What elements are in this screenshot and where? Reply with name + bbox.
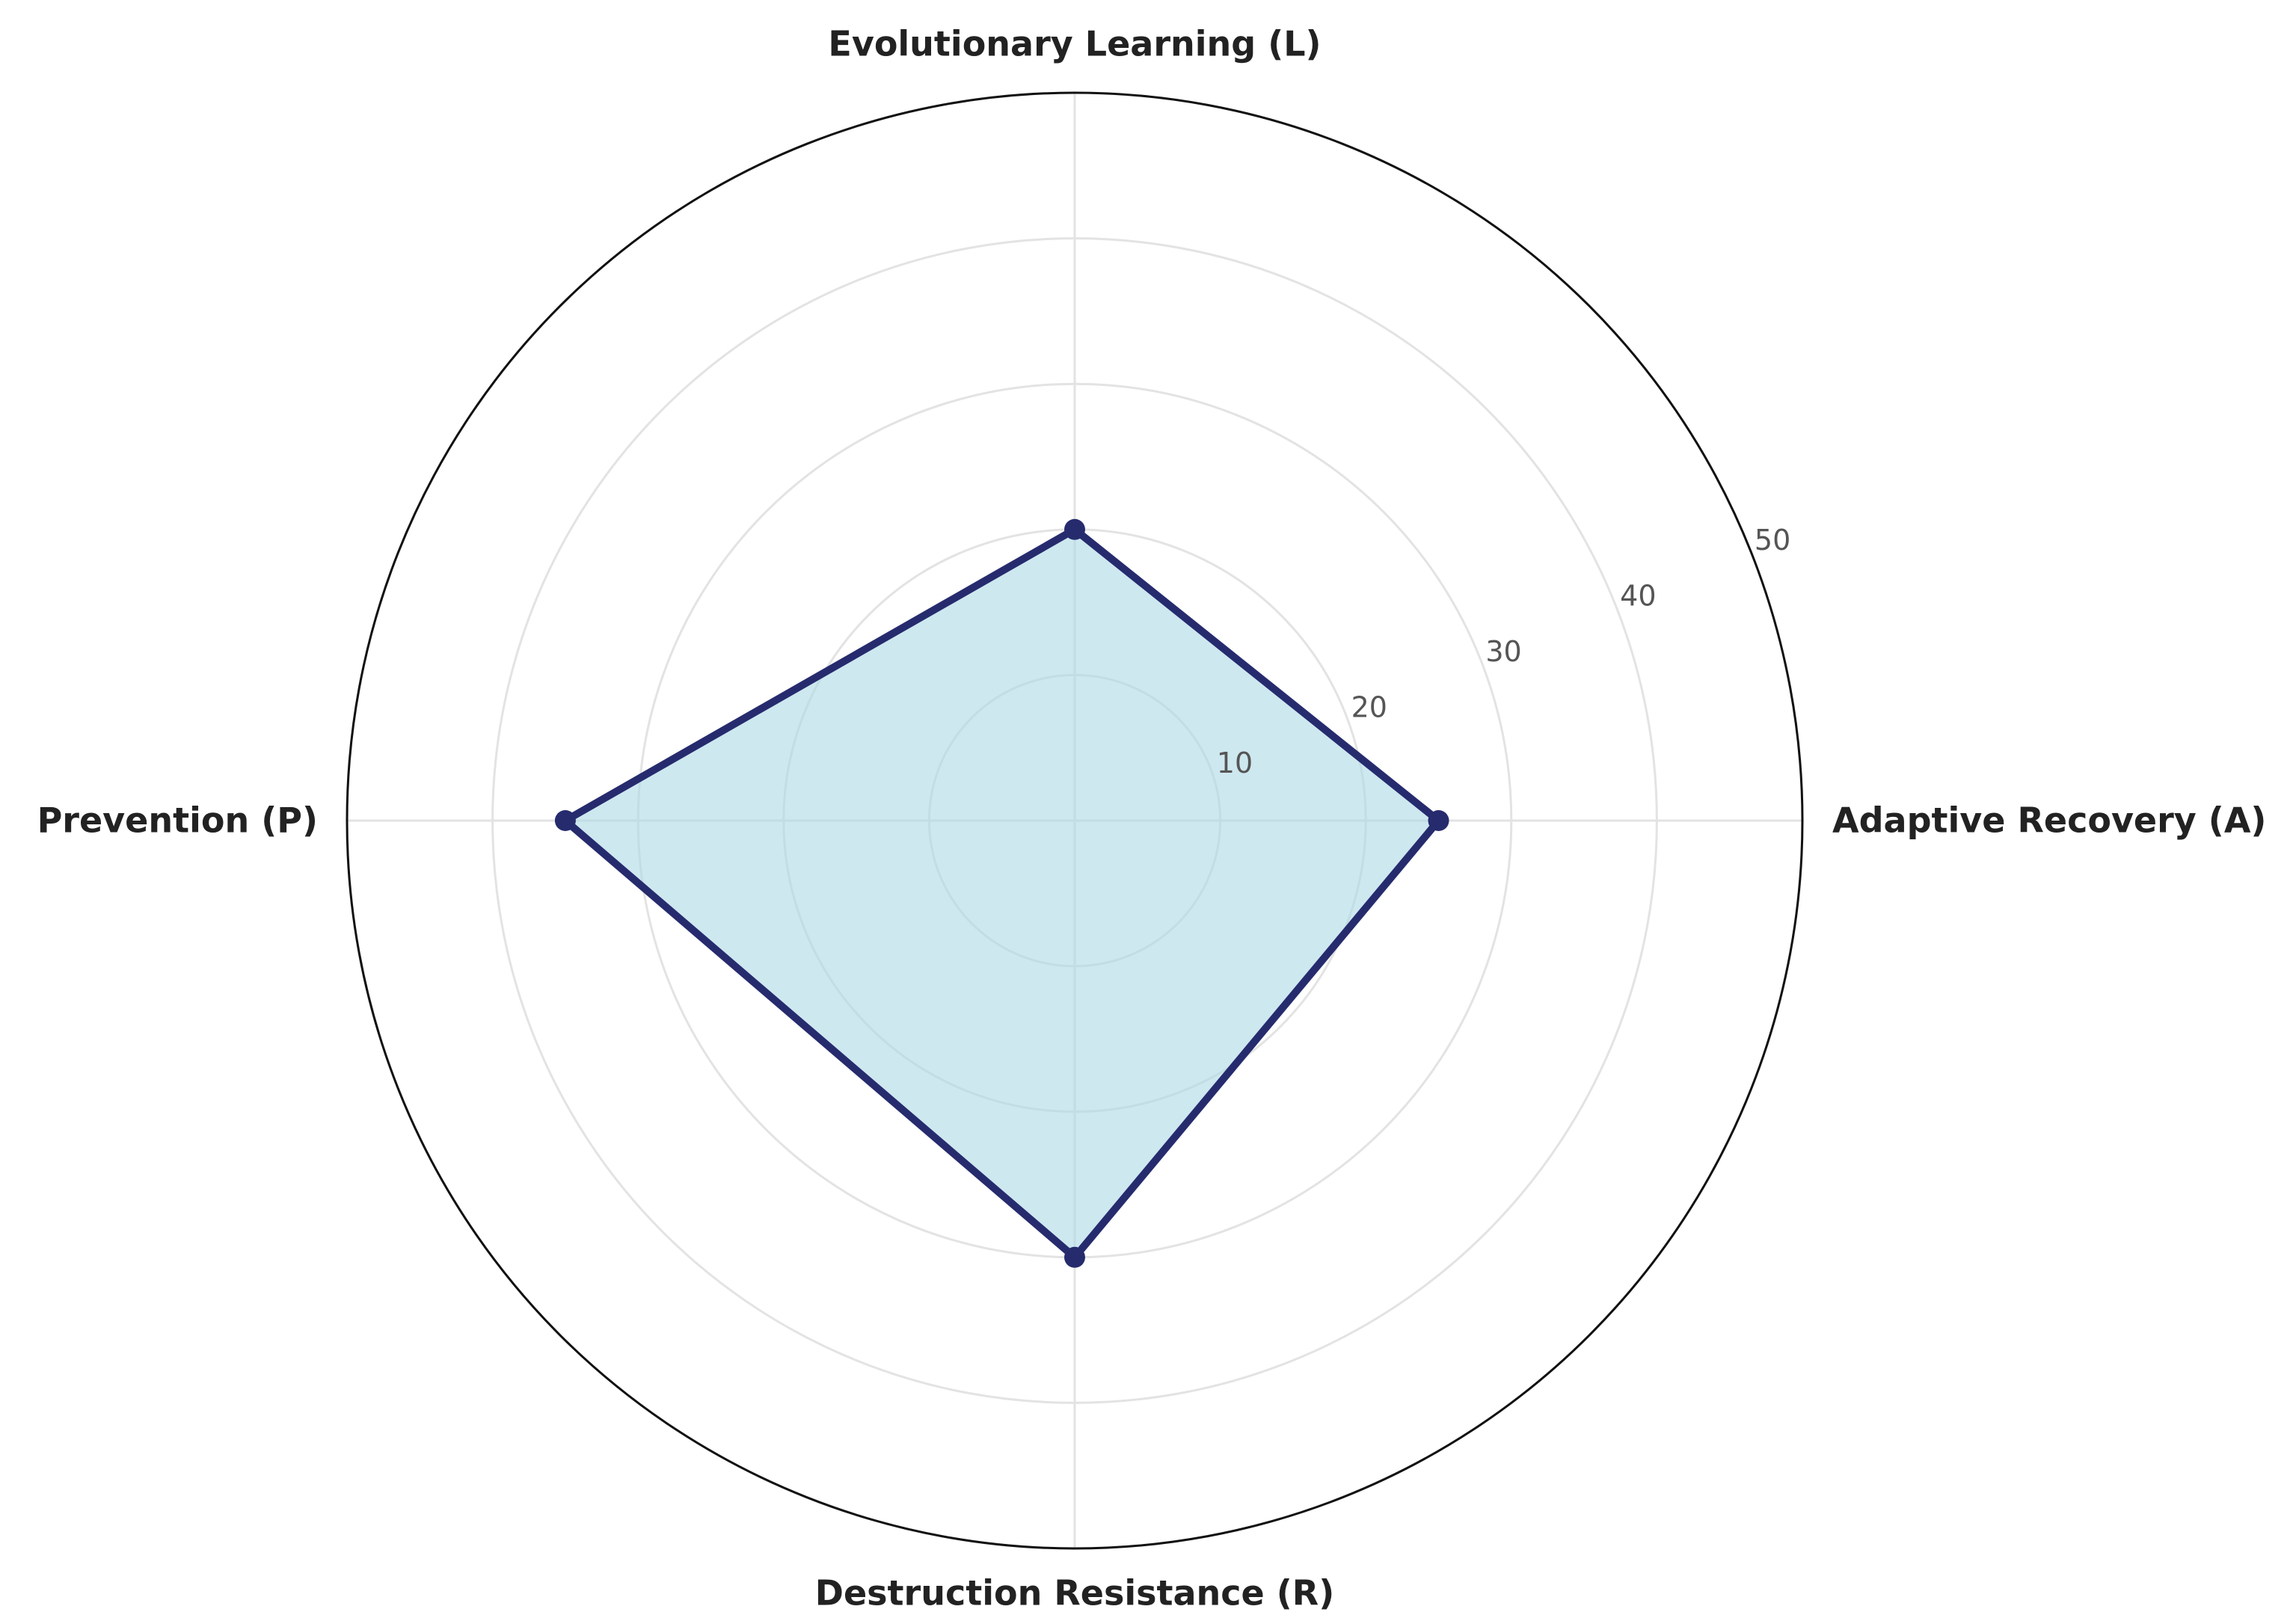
- data-layer: [554, 518, 1449, 1268]
- r-tick-label-50: 50: [1755, 524, 1790, 557]
- label-layer: 10 20 30 40 50 Adaptive Recovery (A) Evolution…: [37, 24, 2267, 1614]
- data-point-2: [554, 810, 576, 831]
- axis-label-2: Prevention (P): [37, 800, 318, 841]
- data-point-1: [1064, 518, 1085, 540]
- axis-label-1: Evolutionary Learning (L): [828, 24, 1321, 64]
- r-tick-label-10: 10: [1217, 747, 1253, 779]
- outer-ring: [346, 91, 1804, 1550]
- axis-label-0: Adaptive Recovery (A): [1832, 800, 2266, 841]
- r-tick-label-20: 20: [1351, 691, 1387, 724]
- axis-label-3: Destruction Resistance (R): [815, 1573, 1334, 1614]
- data-point-3: [1064, 1246, 1085, 1268]
- r-tick-label-30: 30: [1485, 635, 1521, 668]
- data-point-0: [1428, 810, 1449, 831]
- series-area: [565, 529, 1439, 1257]
- r-tick-label-40: 40: [1620, 580, 1656, 613]
